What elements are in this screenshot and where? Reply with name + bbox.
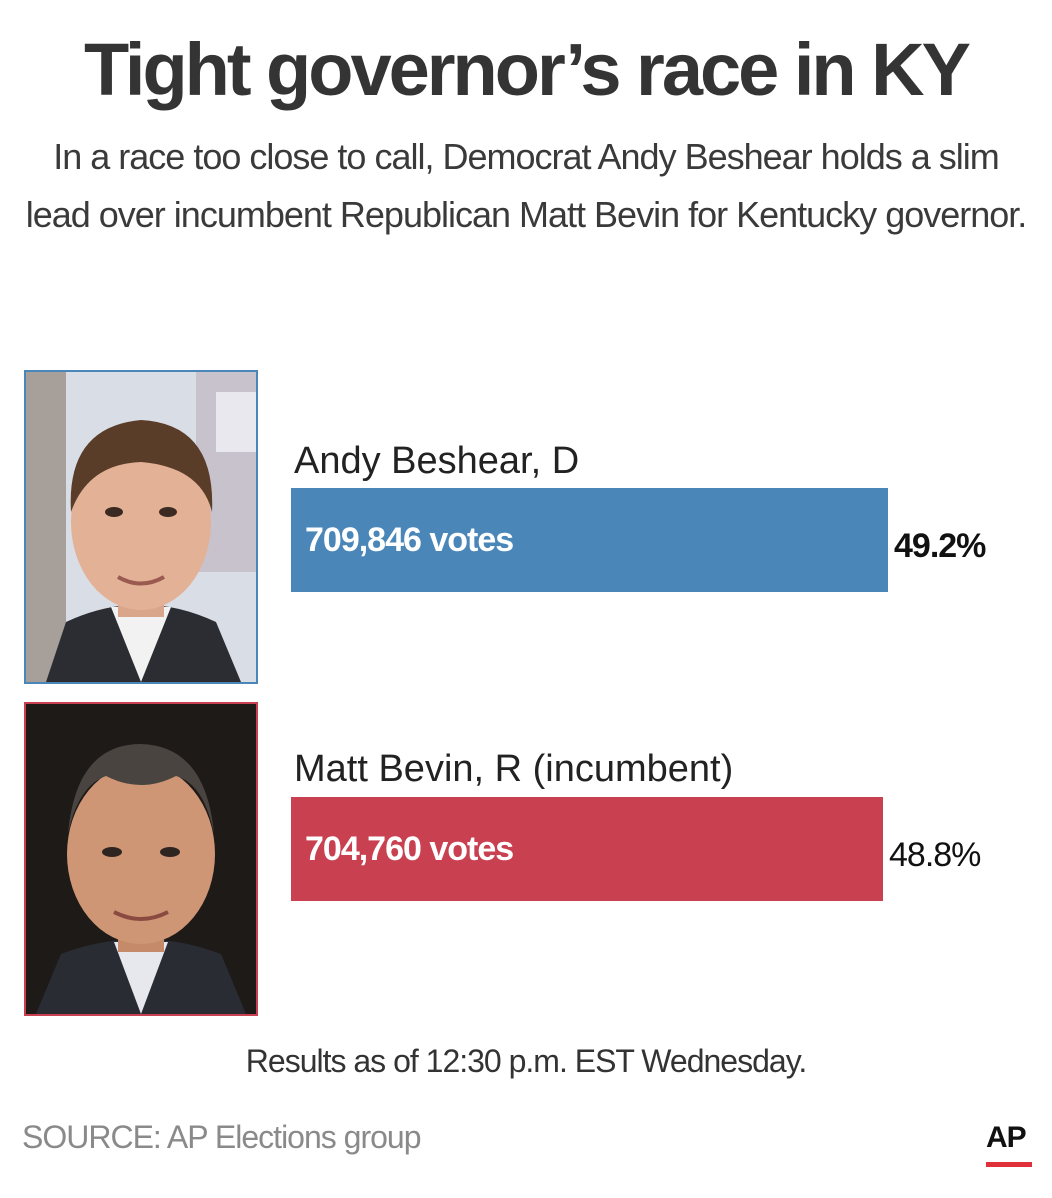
source-credit: SOURCE: AP Elections group: [22, 1119, 421, 1155]
chart-title: Tight governor’s race in KY: [84, 28, 971, 111]
vote-count-label-beshear: 709,846 votes: [305, 521, 514, 559]
ap-logo-underline: [986, 1162, 1032, 1167]
chart-subtitle: In a race too close to call, Democrat An…: [25, 136, 1028, 235]
candidate-label-beshear: Andy Beshear, D: [294, 440, 580, 482]
percent-label-beshear: 49.2%: [894, 527, 986, 565]
candidate-photo-bevin: [24, 702, 258, 1016]
vote-count-label-bevin: 704,760 votes: [305, 830, 514, 868]
portrait-bevin-icon: [26, 704, 256, 1014]
ap-logo-text: AP: [986, 1121, 1027, 1154]
candidate-photo-beshear: [24, 370, 258, 684]
percent-label-bevin: 48.8%: [889, 836, 981, 874]
portrait-beshear-icon: [26, 372, 256, 682]
vote-bar-bevin: 704,760 votes: [291, 797, 883, 901]
candidate-label-bevin: Matt Bevin, R (incumbent): [294, 748, 734, 790]
results-timestamp-note: Results as of 12:30 p.m. EST Wednesday.: [245, 1043, 807, 1079]
ap-logo: AP: [986, 1120, 1036, 1167]
vote-bar-beshear: 709,846 votes: [291, 488, 888, 592]
